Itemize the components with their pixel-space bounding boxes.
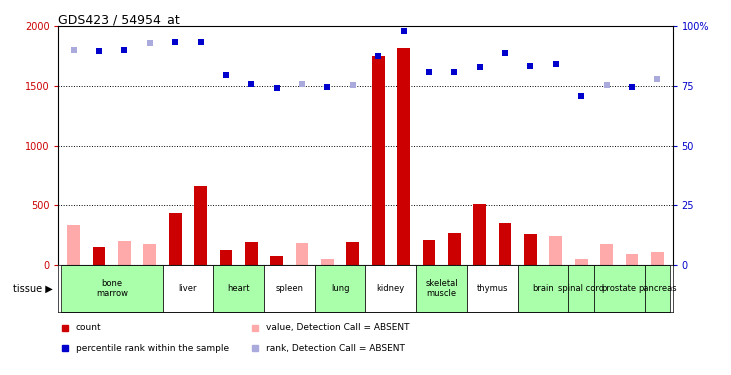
Text: spinal cord: spinal cord [558,284,605,293]
Text: skeletal
muscle: skeletal muscle [425,279,458,298]
Bar [518,265,569,312]
Bar [524,234,537,265]
Bar [245,242,257,265]
Bar [594,265,645,312]
Bar [315,265,366,312]
Bar [626,254,638,265]
Text: pancreas: pancreas [638,284,677,293]
Bar [423,240,435,265]
Bar [169,213,181,265]
Text: count: count [76,323,102,332]
Bar [474,204,486,265]
Bar [296,243,308,265]
Bar [372,56,385,265]
Bar [366,265,416,312]
Bar [194,186,207,265]
Text: brain: brain [532,284,554,293]
Bar [143,244,156,265]
Bar [575,259,588,265]
Text: kidney: kidney [376,284,405,293]
Bar [600,244,613,265]
Bar [118,241,131,265]
Bar [416,265,467,312]
Text: lung: lung [331,284,349,293]
Bar [569,265,594,312]
Bar [346,242,359,265]
Bar [213,265,264,312]
Text: prostate: prostate [602,284,637,293]
Text: percentile rank within the sample: percentile rank within the sample [76,344,229,352]
Bar [448,234,461,265]
Bar [67,225,80,265]
Text: tissue ▶: tissue ▶ [12,284,53,294]
Bar [321,259,334,265]
Text: liver: liver [178,284,197,293]
Text: thymus: thymus [477,284,508,293]
Bar [645,265,670,312]
Text: bone
marrow: bone marrow [96,279,128,298]
Text: GDS423 / 54954_at: GDS423 / 54954_at [58,13,181,26]
Bar [162,265,213,312]
Bar [93,247,105,265]
Bar [270,256,283,265]
Text: heart: heart [227,284,250,293]
Bar [264,265,315,312]
Bar [550,236,562,265]
Bar [219,250,232,265]
Bar [651,252,664,265]
Text: rank, Detection Call = ABSENT: rank, Detection Call = ABSENT [266,344,405,352]
Text: spleen: spleen [276,284,303,293]
Text: value, Detection Call = ABSENT: value, Detection Call = ABSENT [266,323,409,332]
Bar [499,224,512,265]
Bar [397,48,410,265]
Bar [467,265,518,312]
Bar [61,265,162,312]
